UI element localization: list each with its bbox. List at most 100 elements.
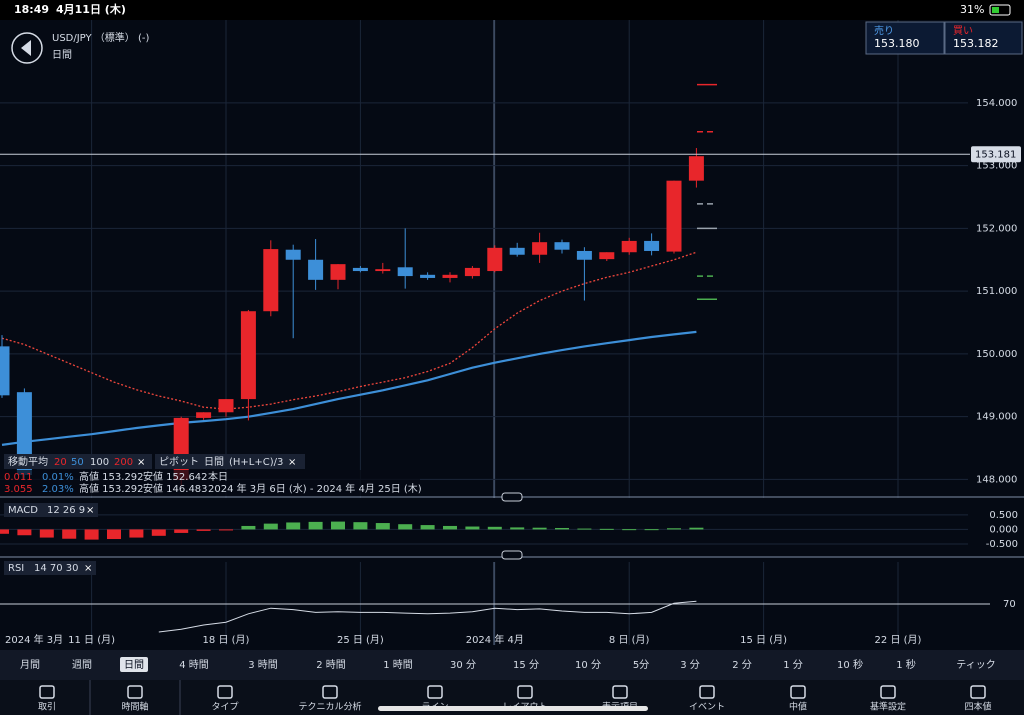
timeframe-button[interactable]: 4 時間	[179, 659, 209, 671]
macd-bar	[241, 525, 256, 530]
toolbar-icon	[970, 685, 986, 699]
x-tick-label: 25 日 (月)	[337, 634, 384, 646]
timeframe-button[interactable]: 3 時間	[248, 659, 278, 671]
x-tick-label: 8 日 (月)	[609, 634, 650, 646]
timeframe-selected	[120, 657, 148, 672]
macd-bar	[599, 528, 614, 530]
panel-handle[interactable]	[501, 492, 523, 502]
macd-bar	[84, 529, 99, 540]
low: 安値 152.642	[143, 470, 208, 483]
back-arrow	[21, 40, 31, 56]
candle-body	[464, 267, 480, 277]
close-button[interactable]: ×	[137, 457, 145, 468]
candle-body	[487, 247, 503, 272]
candle-body	[196, 412, 212, 418]
timeframe-button[interactable]: 1 時間	[383, 659, 413, 671]
candle-body	[240, 311, 256, 400]
toolbar-button[interactable]: タイプ	[211, 702, 238, 713]
moving-average	[1, 330, 697, 446]
close-button[interactable]: ×	[86, 505, 94, 516]
macd-bar	[263, 523, 278, 530]
timeframe-button[interactable]: 10 分	[575, 659, 601, 671]
close-button[interactable]: ×	[84, 563, 92, 574]
toolbar-icon	[39, 685, 55, 699]
ma-period: 20	[54, 457, 67, 468]
macd-bar	[622, 529, 637, 531]
toolbar-button[interactable]: イベント	[689, 703, 725, 713]
candle-body	[218, 399, 234, 413]
toolbar-button[interactable]: 時間軸	[121, 701, 148, 713]
toolbar-button[interactable]: 四本値	[964, 701, 991, 713]
candle-body	[576, 250, 592, 260]
y-tick-label: 148.000	[976, 474, 1017, 485]
percent: 0.01%	[42, 472, 74, 483]
macd-bar	[555, 527, 569, 530]
macd-bar	[510, 527, 525, 530]
timeframe-button[interactable]: 15 分	[513, 659, 539, 671]
candle-body	[554, 242, 570, 250]
status-date: 4月11日 (木)	[56, 2, 126, 16]
panel-handle[interactable]	[501, 550, 523, 560]
candle-body	[352, 267, 368, 272]
timeframe-button[interactable]: 日間	[124, 659, 144, 671]
back-button[interactable]	[11, 32, 43, 64]
timeframe-button[interactable]: 月間	[20, 659, 40, 671]
timeframe-button[interactable]: 3 分	[680, 659, 700, 671]
pivot-legend-bg	[155, 454, 305, 469]
macd-bar	[174, 529, 189, 533]
candle-body	[285, 249, 301, 260]
candle-body	[375, 269, 391, 272]
current-price-label: 153.181	[975, 149, 1016, 160]
x-tick-label: 11 日 (月)	[68, 634, 115, 646]
macd-bar	[532, 527, 547, 530]
timeframe-button[interactable]: 2 時間	[316, 659, 346, 671]
close-button[interactable]: ×	[288, 457, 296, 468]
pivot-formula: (H+L+C)/3	[229, 457, 283, 468]
sell-button[interactable]	[865, 21, 945, 55]
toolbar-icon	[790, 685, 806, 699]
timeframe-button[interactable]: 週間	[72, 659, 92, 671]
timeframe-bar	[0, 650, 1024, 680]
macd-bar	[219, 529, 233, 531]
high: 高値 153.292	[79, 482, 144, 495]
buy-button[interactable]	[944, 21, 1023, 55]
rsi-legend-bg	[4, 561, 96, 575]
macd-bar	[487, 526, 502, 530]
timeframe-button[interactable]: 5分	[633, 659, 649, 671]
macd-legend-bg	[4, 503, 98, 517]
high: 高値 153.292	[79, 470, 144, 483]
rsi-params: 14 70 30	[34, 563, 79, 574]
status-battery: 31%	[960, 3, 984, 16]
macd-bar	[17, 529, 32, 536]
ma-legend-bg	[4, 454, 152, 469]
toolbar-button[interactable]: 中値	[789, 701, 807, 713]
x-tick-label: 2024 年 4月	[466, 633, 524, 646]
timeframe-button[interactable]: ティック	[956, 659, 995, 671]
timeframe-button[interactable]: 30 分	[450, 659, 476, 671]
range: 2024 年 3月 6日 (水) - 2024 年 4月 25日 (木)	[208, 482, 422, 495]
toolbar-icon	[127, 685, 143, 699]
timeframe-button[interactable]: 1 分	[783, 659, 803, 671]
y-tick-label: 149.000	[976, 412, 1017, 423]
timeframe-button[interactable]: 10 秒	[837, 658, 863, 671]
sell-label: 売り	[874, 24, 894, 37]
macd-bar	[151, 529, 166, 536]
macd-bar	[375, 523, 390, 530]
macd-bar	[62, 529, 77, 539]
toolbar-button[interactable]: 基準設定	[870, 701, 906, 713]
candle-body	[0, 346, 10, 396]
sell-price: 153.180	[874, 37, 920, 50]
toolbar-icon	[427, 685, 443, 699]
macd-bar	[689, 527, 704, 530]
timeframe-button[interactable]: 1 秒	[896, 658, 916, 671]
y-tick-label: -0.500	[986, 539, 1018, 550]
timeframe-button[interactable]: 2 分	[732, 659, 752, 671]
toolbar-button[interactable]: テクニカル分析	[298, 701, 361, 713]
candle-body	[420, 274, 436, 278]
toolbar-button[interactable]: 取引	[38, 702, 56, 713]
y-tick-label: 152.000	[976, 223, 1017, 234]
rsi-label: RSI	[8, 563, 24, 574]
macd-bar	[443, 525, 457, 530]
candle-body	[644, 240, 660, 251]
